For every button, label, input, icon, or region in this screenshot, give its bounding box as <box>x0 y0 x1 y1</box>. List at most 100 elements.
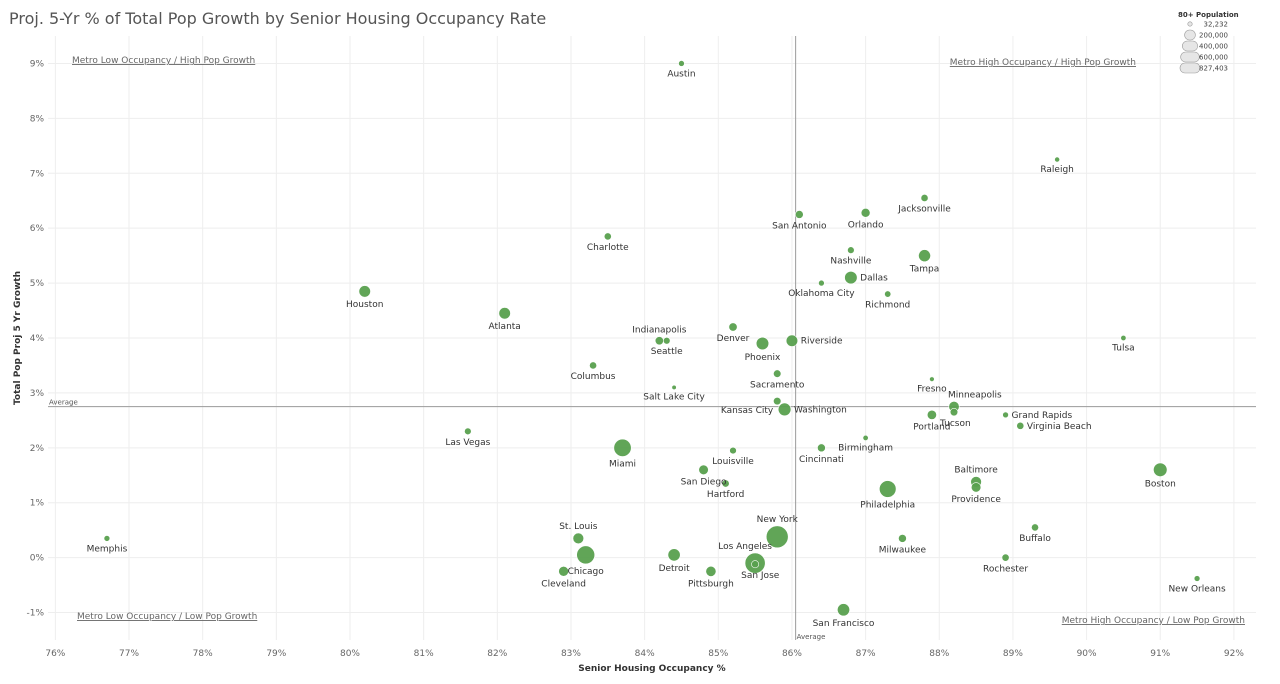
x-tick-label: 79% <box>266 649 286 659</box>
y-average-label: Average <box>49 399 78 407</box>
point-label: Oklahoma City <box>788 289 855 299</box>
x-tick-label: 80% <box>340 649 360 659</box>
x-tick-label: 91% <box>1150 649 1170 659</box>
point-label: Nashville <box>830 257 871 267</box>
point-labels: New York Los Angeles Chicago Miami Philadelp… <box>87 69 1226 629</box>
point-label: Jacksonville <box>897 205 951 215</box>
data-point <box>498 307 511 320</box>
y-tick-label: 5% <box>30 279 45 289</box>
point-label: Rochester <box>983 564 1028 574</box>
quadrant-label: Metro High Occupancy / High Pop Growth <box>950 58 1136 68</box>
point-label: Indianapolis <box>632 326 687 336</box>
point-label: Milwaukee <box>879 545 927 555</box>
data-point <box>1120 334 1127 342</box>
point-label: Denver <box>717 334 750 344</box>
data-point <box>1193 575 1201 582</box>
y-tick-label: 7% <box>30 169 45 179</box>
point-label: Detroit <box>659 564 691 574</box>
point-label: Sacramento <box>750 381 805 391</box>
point-label: Pittsburgh <box>688 579 734 589</box>
data-point <box>926 409 937 420</box>
point-label: New Orleans <box>1168 584 1226 594</box>
point-label: Birmingham <box>838 444 893 454</box>
data-point <box>464 427 472 436</box>
legend-size-marker <box>1187 21 1193 27</box>
legend-size-marker <box>1180 51 1200 63</box>
point-label: Cleveland <box>541 579 586 589</box>
point-label: Hartford <box>707 490 744 500</box>
legend-size-label: 32,232 <box>1204 21 1229 29</box>
data-point <box>558 566 569 577</box>
y-axis-ticks: -1% 0% 1% 2% 3% 4% 5% 6% 7% 8% 9% <box>26 59 44 618</box>
data-point <box>613 438 632 457</box>
x-tick-label: 76% <box>45 649 65 659</box>
data-point <box>358 285 371 298</box>
y-tick-label: 0% <box>30 554 45 564</box>
quadrant-label: Metro Low Occupancy / Low Pop Growth <box>77 612 257 622</box>
x-tick-label: 90% <box>1077 649 1097 659</box>
point-label: Buffalo <box>1019 534 1051 544</box>
point-label: Fresno <box>917 385 947 395</box>
point-label: Virginia Beach <box>1027 422 1092 432</box>
point-label: San Francisco <box>813 619 875 629</box>
data-point <box>949 408 959 417</box>
point-label: Louisville <box>712 457 754 467</box>
data-point <box>654 336 664 346</box>
data-point <box>589 361 598 370</box>
data-point <box>1153 462 1168 477</box>
point-label: Los Angeles <box>718 542 772 552</box>
point-label: Charlotte <box>587 243 629 253</box>
chart-title: Proj. 5-Yr % of Total Pop Growth by Seni… <box>9 9 547 28</box>
point-label: Boston <box>1145 480 1176 490</box>
point-label: Richmond <box>865 300 910 310</box>
point-label: San Antonio <box>772 221 827 231</box>
data-point <box>103 535 111 542</box>
data-point <box>728 322 738 332</box>
legend-size-label: 827,403 <box>1199 65 1228 73</box>
x-tick-label: 77% <box>119 649 139 659</box>
y-axis-title: Total Pop Proj 5 Yr Growth <box>13 271 23 405</box>
y-tick-label: 3% <box>30 389 45 399</box>
point-label: Baltimore <box>954 465 998 475</box>
point-label: Washington <box>794 405 847 415</box>
data-point <box>698 464 709 475</box>
legend-size-marker <box>1184 29 1196 41</box>
point-label: Portland <box>913 423 950 433</box>
data-point <box>777 402 792 417</box>
data-point <box>671 384 677 390</box>
legend-size-marker <box>1182 40 1198 52</box>
data-points <box>103 60 1201 617</box>
quadrant-label: Metro High Occupancy / Low Pop Growth <box>1062 616 1245 626</box>
y-tick-label: 6% <box>30 224 45 234</box>
data-point <box>817 443 826 453</box>
legend-size-label: 400,000 <box>1199 43 1228 51</box>
data-point <box>918 249 931 262</box>
data-point <box>751 560 760 569</box>
data-point <box>898 534 907 543</box>
legend-size-marker <box>1179 62 1201 74</box>
data-point <box>929 376 935 382</box>
data-point <box>1002 411 1009 419</box>
data-point <box>773 369 782 378</box>
data-point <box>818 279 825 287</box>
data-point <box>765 525 789 549</box>
point-label: Cincinnati <box>799 455 844 465</box>
x-tick-label: 83% <box>561 649 581 659</box>
point-label: San Diego <box>681 478 727 488</box>
point-label: Columbus <box>571 372 616 382</box>
x-tick-label: 84% <box>635 649 655 659</box>
quadrant-labels: Metro Low Occupancy / High Pop Growth Met… <box>72 56 1245 626</box>
point-label: Grand Rapids <box>1012 411 1073 421</box>
data-point <box>603 232 612 241</box>
data-point <box>755 336 770 351</box>
point-label: Seattle <box>651 347 683 357</box>
legend-size-label: 600,000 <box>1199 54 1228 62</box>
y-tick-label: 4% <box>30 334 45 344</box>
legend-title: 80+ Population <box>1178 11 1239 19</box>
point-label: Philadelphia <box>860 500 915 510</box>
data-point <box>860 207 871 218</box>
x-axis-title: Senior Housing Occupancy % <box>578 664 725 674</box>
y-tick-label: 9% <box>30 59 45 69</box>
point-label: San Jose <box>741 571 780 581</box>
